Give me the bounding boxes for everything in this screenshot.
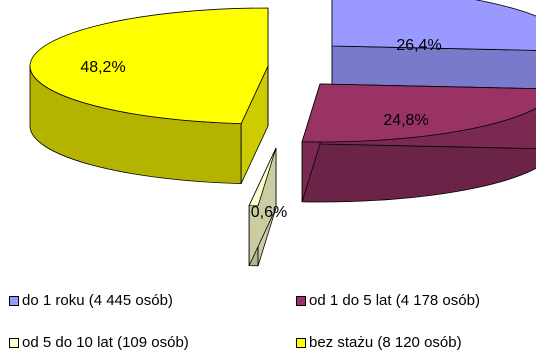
slice-top	[301, 83, 536, 143]
slice-top	[29, 7, 269, 125]
slice-top	[248, 147, 277, 207]
data-label: 26,4%	[396, 37, 441, 54]
data-label: 24,8%	[383, 112, 428, 129]
pie-slice	[29, 7, 269, 185]
pie-slice	[301, 83, 536, 203]
slice-top	[331, 0, 536, 51]
data-label: 0,6%	[251, 204, 287, 221]
pie-slice	[248, 147, 277, 267]
data-label: 48,2%	[80, 59, 125, 76]
